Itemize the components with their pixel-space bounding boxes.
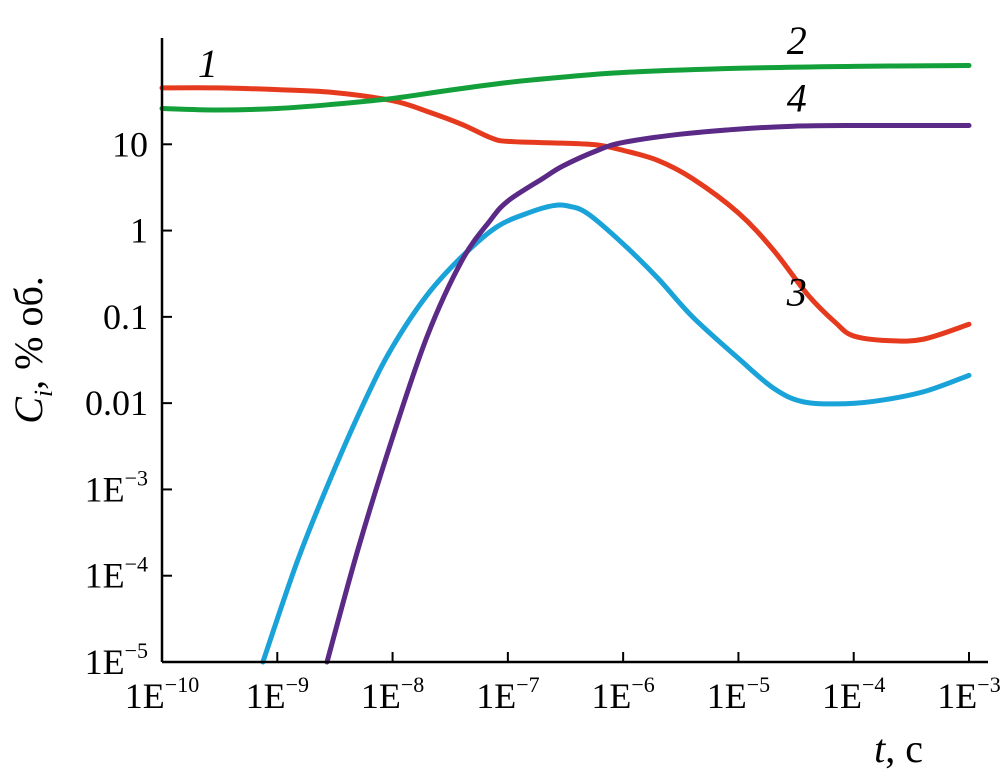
series-layer — [159, 62, 972, 665]
x-tick-label: 1E−5 — [707, 672, 770, 716]
series-labels: 1 2 3 4 — [198, 18, 807, 315]
y-tick-label: 1 — [130, 211, 148, 251]
y-tick-label: 0.01 — [85, 383, 148, 423]
x-tick-label: 1E−10 — [125, 672, 199, 716]
y-tick-label: 1E−4 — [85, 552, 148, 596]
x-tick-label: 1E−8 — [361, 672, 424, 716]
axes — [160, 38, 988, 664]
x-tick-label: 1E−4 — [822, 672, 885, 716]
x-tick-label: 1E−7 — [476, 672, 539, 716]
x-axis-title: t, с — [874, 726, 923, 771]
y-ticks: 1E−5 1E−4 1E−3 0.01 0.1 1 10 — [85, 124, 172, 682]
y-tick-label: 0.1 — [103, 297, 148, 337]
x-tick-label: 1E−9 — [246, 672, 309, 716]
series-label-2: 2 — [787, 18, 807, 63]
series-label-1: 1 — [198, 41, 218, 86]
series-line-4 — [324, 122, 972, 665]
series-line-2 — [159, 62, 972, 113]
x-tick-label: 1E−3 — [937, 672, 1000, 716]
series-label-3: 3 — [786, 270, 807, 315]
series-label-4: 4 — [787, 76, 807, 121]
y-tick-label: 1E−3 — [85, 465, 148, 509]
series-line-3 — [260, 202, 972, 665]
y-axis-title: Ci, % об. — [6, 276, 58, 424]
x-tick-label: 1E−6 — [591, 672, 654, 716]
y-tick-label: 1E−5 — [85, 638, 148, 682]
x-ticks: 1E−10 1E−9 1E−8 1E−7 1E−6 1E−5 1E−4 1E−3 — [125, 652, 1001, 716]
y-tick-label: 10 — [112, 124, 148, 164]
